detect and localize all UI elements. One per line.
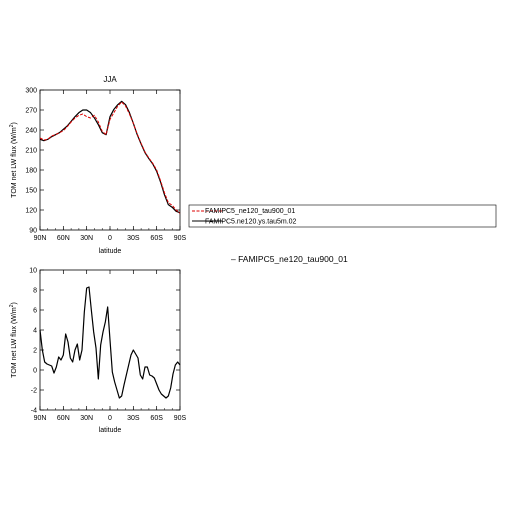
bottom-y-tick-label: 0 (33, 368, 37, 375)
top-panel-chart: JJA 90N 60N 30N 0 30S 60S 90S 300 270 240 210 180 15… (9, 75, 187, 255)
top-x-tick-label: 60S (150, 235, 163, 242)
bottom-y-tick-label: 10 (29, 268, 37, 275)
bottom-y-tick-label: 4 (33, 328, 37, 335)
bottom-x-tick-label: 0 (108, 415, 112, 422)
bottom-chart-subtitle: – FAMIPC5_ne120_tau900_01 (231, 254, 348, 264)
bottom-x-tick-label: 30S (127, 415, 140, 422)
top-series-line-1 (39, 101, 181, 214)
bottom-y-tick-label: -4 (31, 408, 37, 415)
bottom-x-tick-label: 60N (57, 415, 70, 422)
top-y-tick-label: 90 (29, 228, 37, 235)
legend-label-series-2: FAMIPC5.ne120.ys.tau5m.02 (205, 219, 297, 226)
top-chart-legend: FAMIPC5_ne120_tau900_01 FAMIPC5.ne120.ys… (188, 204, 497, 228)
top-y-tick-label: 240 (25, 128, 37, 135)
top-y-tick-label: 210 (25, 148, 37, 155)
top-y-tick-label: 270 (25, 108, 37, 115)
bottom-x-tick-label: 90S (174, 415, 187, 422)
legend-label-series-1: FAMIPC5_ne120_tau900_01 (205, 208, 295, 215)
bottom-series-lines (39, 286, 181, 399)
top-x-tick-label: 30N (80, 235, 93, 242)
top-y-tick-label: 120 (25, 208, 37, 215)
bottom-y-tick-label: 2 (33, 348, 37, 355)
bottom-axis-ticks: 90N 60N 30N 0 30S 60S 90S 10 8 6 4 2 0 -2 -4 (29, 268, 186, 423)
bottom-x-tick-label: 30N (80, 415, 93, 422)
bottom-x-axis-label: latitude (99, 427, 122, 434)
bottom-y-tick-label: 8 (33, 288, 37, 295)
top-x-tick-label: 60N (57, 235, 70, 242)
bottom-y-tick-label: -2 (31, 388, 37, 395)
top-chart-title: JJA (103, 75, 117, 84)
top-x-axis-label: latitude (99, 248, 122, 255)
top-x-tick-label: 90S (174, 235, 187, 242)
top-x-tick-label: 30S (127, 235, 140, 242)
bottom-x-tick-label: 90N (34, 415, 47, 422)
top-x-tick-label: 90N (34, 235, 47, 242)
legend-box (188, 204, 497, 228)
top-y-tick-label: 180 (25, 168, 37, 175)
top-y-tick-label: 150 (25, 188, 37, 195)
top-axis-ticks: 90N 60N 30N 0 30S 60S 90S 300 270 240 210 180 150 120… (25, 88, 186, 243)
top-x-tick-label: 0 (108, 235, 112, 242)
top-y-tick-label: 300 (25, 88, 37, 95)
top-series-lines (39, 100, 181, 214)
bottom-x-tick-label: 60S (150, 415, 163, 422)
bottom-y-axis-label: TOM net LW flux (W/m2) (9, 302, 18, 378)
top-y-axis-label: TOM net LW flux (W/m2) (9, 122, 18, 198)
bottom-series-line-1 (39, 286, 181, 399)
bottom-y-tick-label: 6 (33, 308, 37, 315)
